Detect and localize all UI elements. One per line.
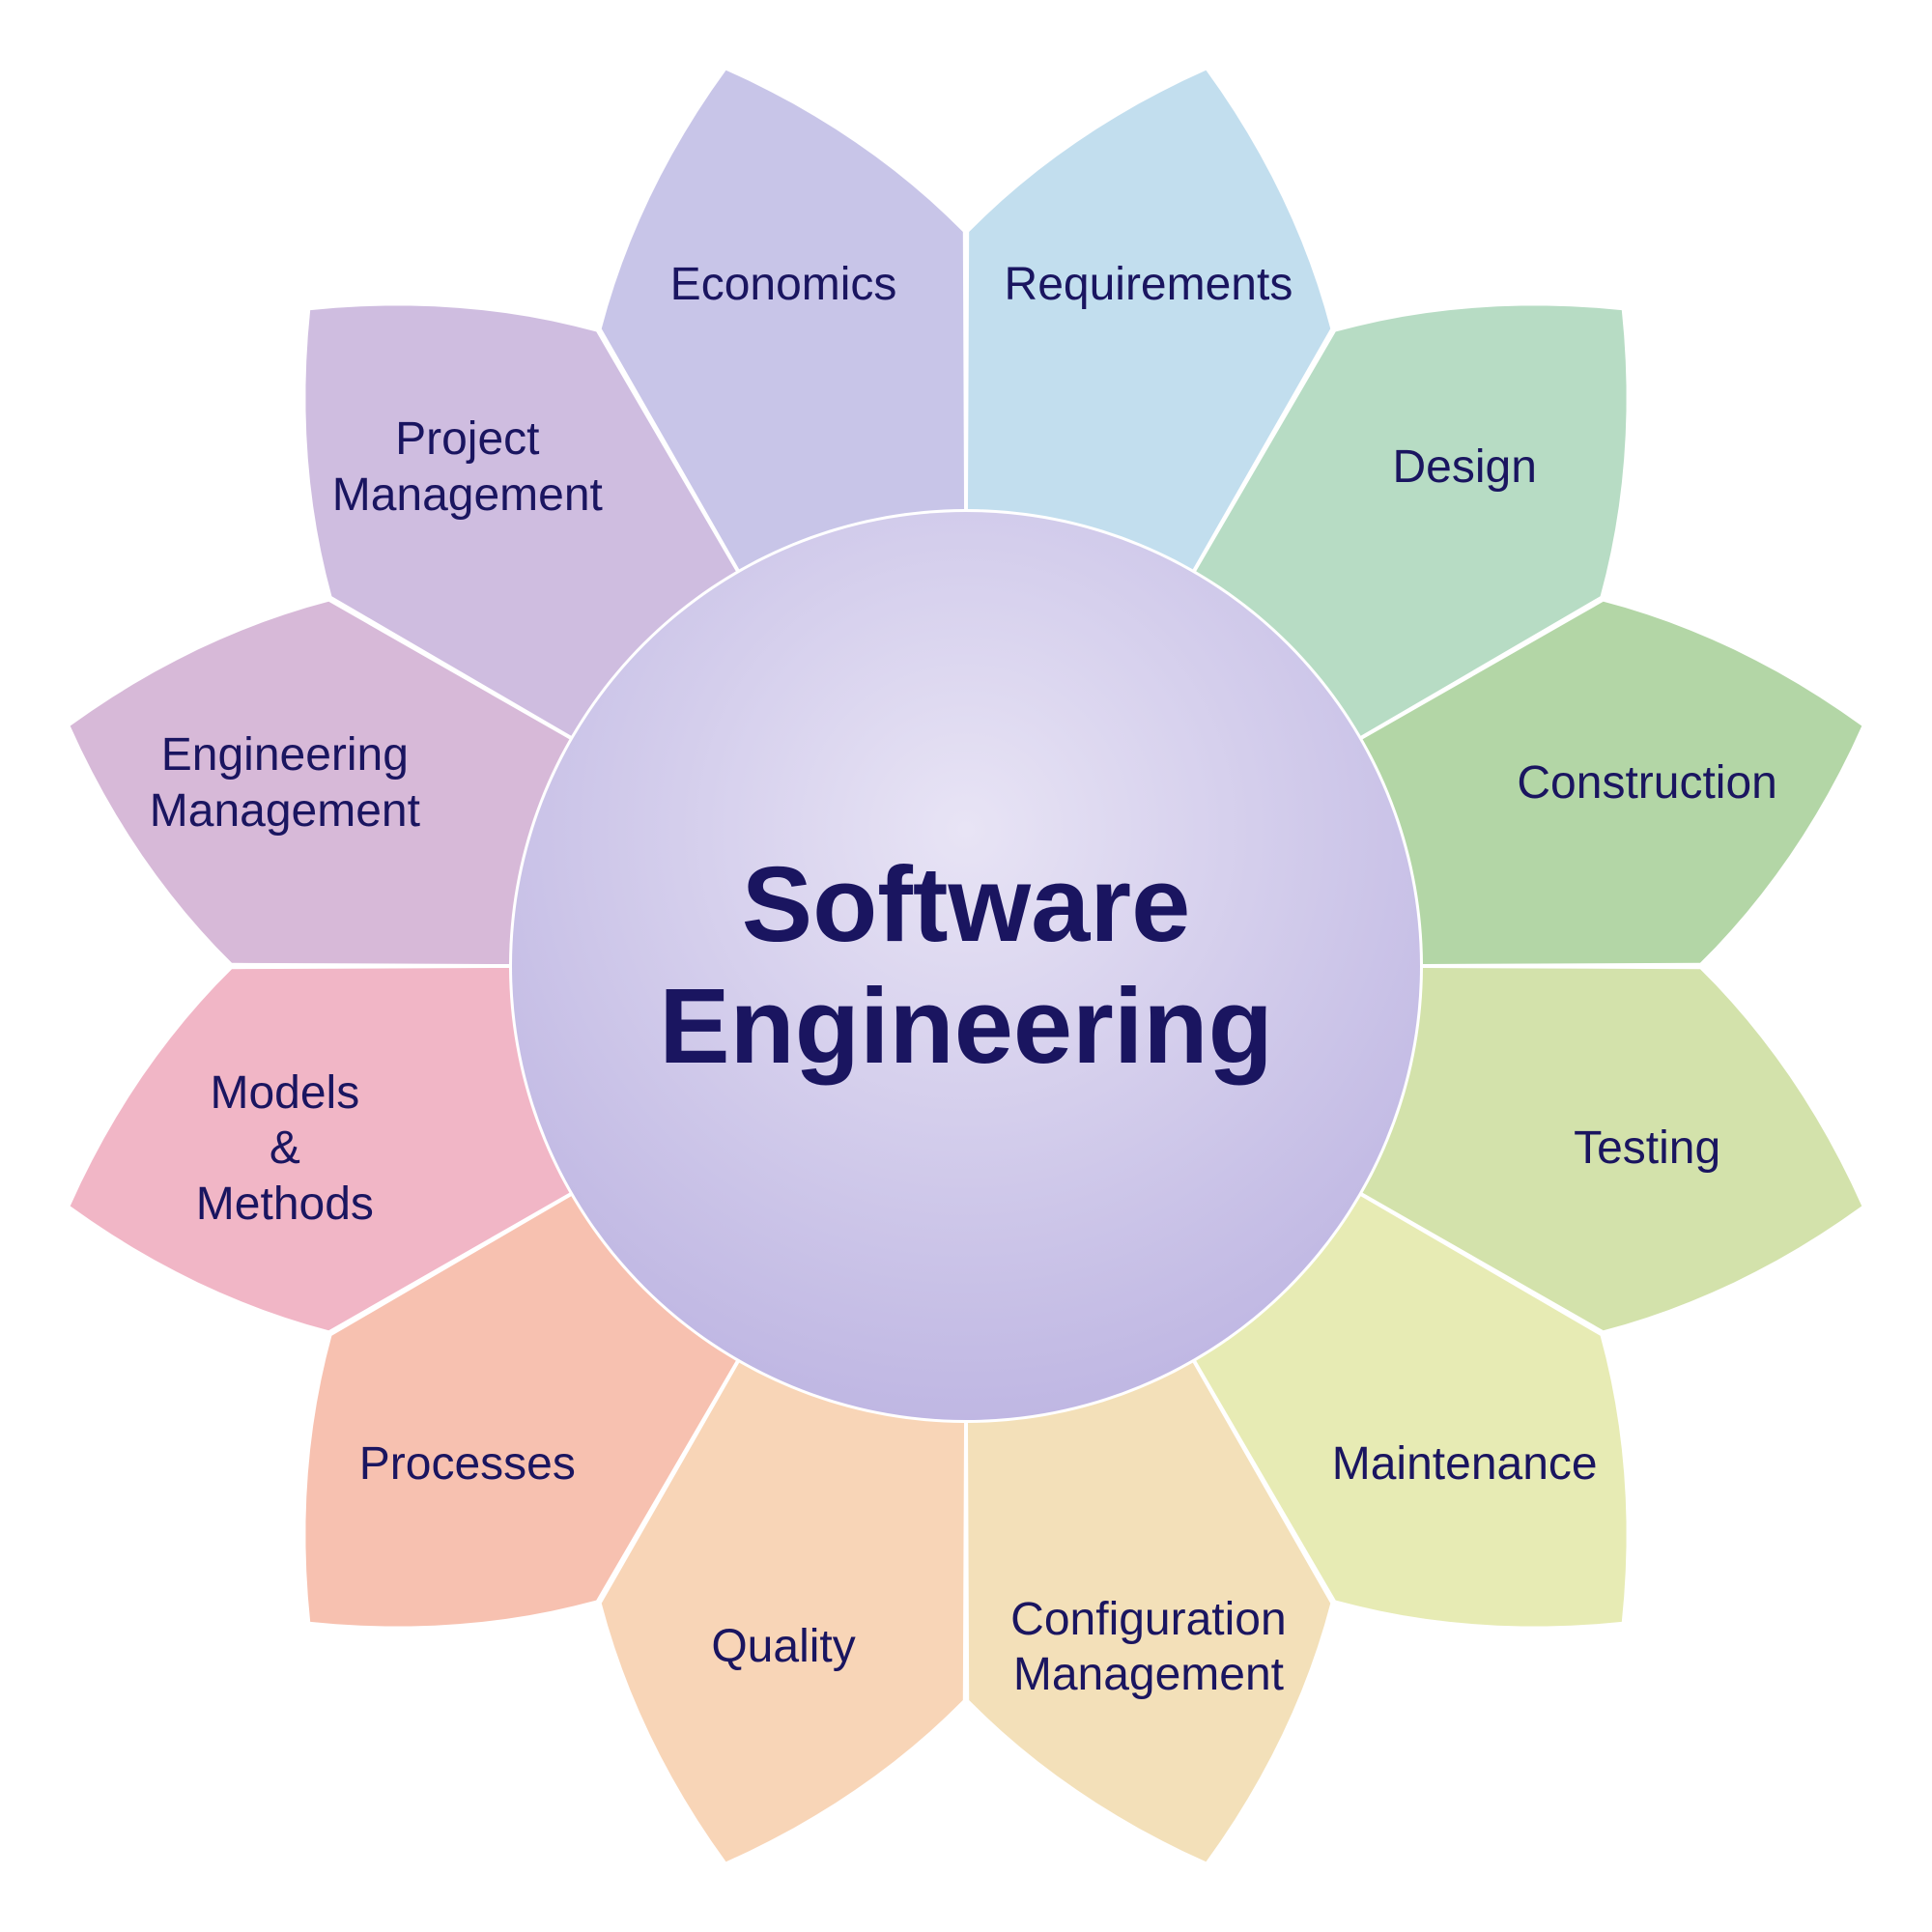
wheel-svg: [0, 0, 1932, 1932]
center-circle: [512, 512, 1420, 1420]
software-engineering-wheel: Software Engineering RequirementsDesignC…: [0, 0, 1932, 1932]
